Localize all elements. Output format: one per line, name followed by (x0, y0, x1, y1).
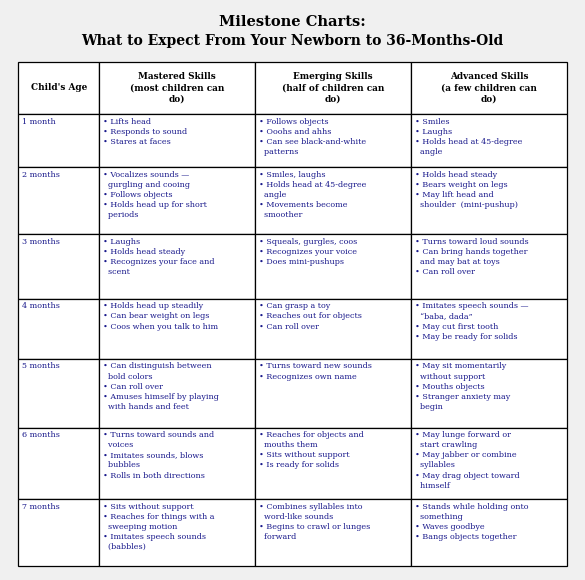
Text: What to Expect From Your Newborn to 36-Months-Old: What to Expect From Your Newborn to 36-M… (81, 34, 504, 48)
Text: • Stands while holding onto
  something
• Waves goodbye
• Bangs objects together: • Stands while holding onto something • … (415, 503, 528, 541)
Text: 4 months: 4 months (22, 302, 59, 310)
Bar (18, 114, 99, 168)
Bar (411, 62, 567, 114)
Bar (411, 234, 567, 299)
Bar (18, 299, 99, 359)
Text: • Turns toward loud sounds
• Can bring hands together
  and may bat at toys
• Ca: • Turns toward loud sounds • Can bring h… (415, 238, 528, 276)
Text: Child's Age: Child's Age (30, 84, 87, 92)
Bar (255, 168, 411, 234)
Text: Emerging Skills
(half of children can
do): Emerging Skills (half of children can do… (282, 72, 384, 104)
Bar (99, 499, 255, 566)
Text: • Can distinguish between
  bold colors
• Can roll over
• Amuses himself by play: • Can distinguish between bold colors • … (103, 362, 219, 411)
Bar (411, 359, 567, 427)
Text: • Holds head up steadily
• Can bear weight on legs
• Coos when you talk to him: • Holds head up steadily • Can bear weig… (103, 302, 218, 331)
Text: • Holds head steady
• Bears weight on legs
• May lift head and
  shoulder  (mini: • Holds head steady • Bears weight on le… (415, 171, 518, 209)
Bar (99, 359, 255, 427)
Bar (255, 427, 411, 499)
Bar (255, 359, 411, 427)
Text: • Turns toward sounds and
  voices
• Imitates sounds, blows
  bubbles
• Rolls in: • Turns toward sounds and voices • Imita… (103, 431, 214, 480)
Text: • Smiles, laughs
• Holds head at 45-degree
  angle
• Movements become
  smoother: • Smiles, laughs • Holds head at 45-degr… (259, 171, 366, 219)
Bar (411, 168, 567, 234)
Text: • Squeals, gurgles, coos
• Recognizes your voice
• Does mini-pushups: • Squeals, gurgles, coos • Recognizes yo… (259, 238, 357, 266)
Text: 3 months: 3 months (22, 238, 59, 246)
Text: • Vocalizes sounds —
  gurgling and cooing
• Follows objects
• Holds head up for: • Vocalizes sounds — gurgling and cooing… (103, 171, 207, 219)
Bar (18, 168, 99, 234)
Bar (255, 499, 411, 566)
Text: • Smiles
• Laughs
• Holds head at 45-degree
  angle: • Smiles • Laughs • Holds head at 45-deg… (415, 118, 522, 156)
Text: 7 months: 7 months (22, 503, 59, 510)
Bar (18, 62, 99, 114)
Text: • Imitates speech sounds —
  “baba, dada”
• May cut first tooth
• May be ready f: • Imitates speech sounds — “baba, dada” … (415, 302, 528, 340)
Text: • Turns toward new sounds
• Recognizes own name: • Turns toward new sounds • Recognizes o… (259, 362, 371, 380)
Text: Milestone Charts:: Milestone Charts: (219, 15, 366, 29)
Text: • May sit momentarily
  without support
• Mouths objects
• Stranger anxiety may
: • May sit momentarily without support • … (415, 362, 510, 411)
Bar (99, 427, 255, 499)
Text: Advanced Skills
(a few children can
do): Advanced Skills (a few children can do) (441, 72, 537, 104)
Bar (18, 234, 99, 299)
Text: • Lifts head
• Responds to sound
• Stares at faces: • Lifts head • Responds to sound • Stare… (103, 118, 187, 146)
Bar (18, 359, 99, 427)
Bar (411, 299, 567, 359)
Bar (99, 114, 255, 168)
Bar (99, 234, 255, 299)
Text: • Follows objects
• Ooohs and ahhs
• Can see black-and-white
  patterns: • Follows objects • Ooohs and ahhs • Can… (259, 118, 366, 156)
Bar (411, 427, 567, 499)
Text: 2 months: 2 months (22, 171, 59, 179)
Text: • Combines syllables into
  word-like sounds
• Begins to crawl or lunges
  forwa: • Combines syllables into word-like soun… (259, 503, 370, 541)
Bar (411, 114, 567, 168)
Bar (255, 234, 411, 299)
Text: • May lunge forward or
  start crawling
• May jabber or combine
  syllables
• Ma: • May lunge forward or start crawling • … (415, 431, 519, 490)
Text: • Reaches for objects and
  mouths them
• Sits without support
• Is ready for so: • Reaches for objects and mouths them • … (259, 431, 363, 469)
Bar (99, 299, 255, 359)
Text: Mastered Skills
(most children can
do): Mastered Skills (most children can do) (130, 72, 225, 104)
Bar (255, 114, 411, 168)
Text: • Sits without support
• Reaches for things with a
  sweeping motion
• Imitates : • Sits without support • Reaches for thi… (103, 503, 214, 551)
Text: 1 month: 1 month (22, 118, 55, 125)
Text: 5 months: 5 months (22, 362, 59, 371)
Text: • Can grasp a toy
• Reaches out for objects
• Can roll over: • Can grasp a toy • Reaches out for obje… (259, 302, 362, 331)
Text: • Laughs
• Holds head steady
• Recognizes your face and
  scent: • Laughs • Holds head steady • Recognize… (103, 238, 214, 276)
Bar (411, 499, 567, 566)
Bar (255, 299, 411, 359)
Text: 6 months: 6 months (22, 431, 59, 439)
Bar (99, 62, 255, 114)
Bar (99, 168, 255, 234)
Bar (255, 62, 411, 114)
Bar (18, 427, 99, 499)
Bar (18, 499, 99, 566)
